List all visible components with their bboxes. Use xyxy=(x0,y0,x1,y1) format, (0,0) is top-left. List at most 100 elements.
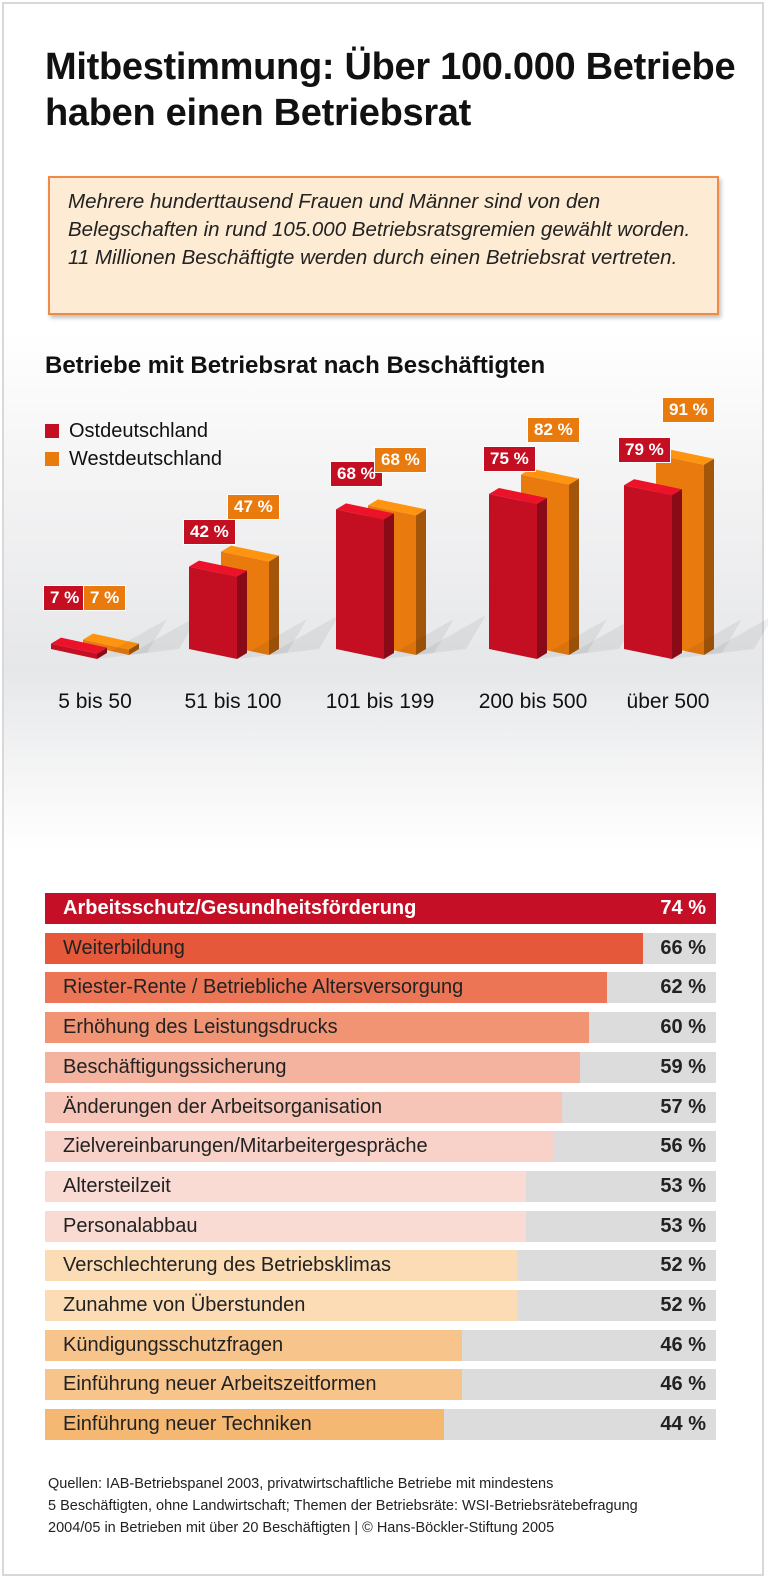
value-label-west: 82 % xyxy=(527,416,580,443)
category-label: 5 bis 50 xyxy=(58,690,132,713)
topic-row: Zielvereinbarungen/Mitarbeitergespräche 5… xyxy=(45,1131,716,1163)
topic-row: Erhöhung des Leistungsdrucks 60 % xyxy=(45,1012,716,1044)
topic-bar xyxy=(45,1369,463,1401)
page-title: Mitbestimmung: Über 100.000 Betriebe hab… xyxy=(45,46,736,134)
topic-value: 53 % xyxy=(660,1174,706,1197)
topic-label: Riester-Rente / Betriebliche Altersverso… xyxy=(63,976,464,999)
topic-label: Änderungen der Arbeitsorganisation xyxy=(63,1095,383,1118)
bar-ost-shadow xyxy=(384,619,454,659)
category-label: über 500 xyxy=(626,690,710,713)
topic-row: Altersteilzeit 53 % xyxy=(45,1170,716,1202)
bar-ost-side xyxy=(237,570,247,659)
topic-label: Einführung neuer Arbeitszeitformen xyxy=(63,1373,377,1396)
topic-label: Erhöhung des Leistungsdrucks xyxy=(63,1016,338,1039)
chart-title: Betriebe mit Betriebsrat nach Beschäftig… xyxy=(45,352,546,379)
bar-west-shadow xyxy=(704,618,768,655)
bar-ost-top xyxy=(489,488,547,504)
legend-item-ost: Ostdeutschland xyxy=(45,417,222,445)
topic-row: Zunahme von Überstunden 52 % xyxy=(45,1290,716,1321)
bar-west-shadow xyxy=(269,615,339,655)
bar-west-shadow xyxy=(129,615,199,655)
value-label-west: 47 % xyxy=(227,493,280,520)
bar-ost-side xyxy=(537,498,547,659)
bar-ost-shadow xyxy=(672,619,742,659)
topic-value: 60 % xyxy=(660,1016,706,1039)
topic-label: Einführung neuer Techniken xyxy=(63,1413,312,1436)
bar-ost xyxy=(51,643,97,659)
topic-label: Altersteilzeit xyxy=(63,1174,171,1197)
topic-bar xyxy=(45,1131,553,1163)
topic-bar xyxy=(45,932,644,964)
topic-row: Arbeitsschutz/Gesundheitsförderung 74 % xyxy=(45,893,716,924)
topic-label: Personalabbau xyxy=(63,1214,198,1237)
category-label: 101 bis 199 xyxy=(325,690,435,713)
topic-value: 62 % xyxy=(660,976,706,999)
bar-west xyxy=(83,639,129,655)
bar-west-top xyxy=(368,499,426,516)
bar-ost-top xyxy=(189,560,247,577)
topic-bar xyxy=(45,1012,590,1044)
bar-ost xyxy=(489,494,537,659)
topic-bar xyxy=(45,1290,517,1321)
topic-value: 59 % xyxy=(660,1055,706,1078)
topic-value: 52 % xyxy=(660,1294,706,1316)
category-label: 51 bis 100 xyxy=(184,690,282,713)
topic-value: 53 % xyxy=(660,1214,706,1237)
bar-west-side xyxy=(129,643,139,655)
topic-bar xyxy=(45,1170,526,1202)
topic-label: Zielvereinbarungen/Mitarbeitergespräche xyxy=(63,1135,428,1158)
bar-ost-top xyxy=(51,637,107,654)
footer: Quellen: IAB-Betriebspanel 2003, privatw… xyxy=(48,1473,638,1539)
topic-label: Weiterbildung xyxy=(63,936,185,959)
bar-ost xyxy=(336,509,384,659)
legend-swatch xyxy=(45,452,59,466)
bar-west-side xyxy=(416,509,426,655)
bar-ost xyxy=(189,566,237,659)
topic-value: 44 % xyxy=(660,1413,706,1436)
topic-value: 56 % xyxy=(660,1135,706,1158)
legend-item-west: Westdeutschland xyxy=(45,445,222,473)
intro-box: Mehrere hunderttausend Frauen und Männer… xyxy=(48,176,719,315)
topic-value: 74 % xyxy=(660,897,706,919)
value-label-ost: 42 % xyxy=(183,518,236,545)
column-chart xyxy=(51,448,768,659)
topic-bar xyxy=(45,1210,526,1242)
footer-line: 2004/05 in Betrieben mit über 20 Beschäf… xyxy=(48,1520,555,1536)
topic-value: 46 % xyxy=(660,1373,706,1396)
bar-ost-side xyxy=(384,513,394,659)
topic-row: Verschlechterung des Betriebsklimas 52 % xyxy=(45,1250,716,1282)
topic-value: 52 % xyxy=(660,1254,706,1277)
topic-bar xyxy=(45,1250,517,1282)
topic-row: Weiterbildung 66 % xyxy=(45,932,716,964)
legend: Ostdeutschland Westdeutschland xyxy=(45,417,222,473)
bar-west-shadow xyxy=(416,615,486,655)
topic-row: Kündigungsschutzfragen 46 % xyxy=(45,1329,716,1361)
bar-ost-side xyxy=(672,489,682,659)
topic-row: Einführung neuer Arbeitszeitformen 46 % xyxy=(45,1369,716,1401)
bar-ost-top xyxy=(624,479,682,496)
bar-ost xyxy=(624,485,672,659)
topic-bar xyxy=(45,893,716,924)
topic-bar xyxy=(45,1051,580,1083)
legend-label: Westdeutschland xyxy=(69,448,223,470)
bar-west-top xyxy=(83,633,139,650)
topic-label: Verschlechterung des Betriebsklimas xyxy=(63,1254,391,1277)
bar-west-top xyxy=(521,468,579,485)
topic-label: Zunahme von Überstunden xyxy=(63,1294,306,1316)
bar-west-side xyxy=(269,555,279,655)
bar-west-side xyxy=(704,458,714,655)
topic-bar xyxy=(45,1329,463,1361)
topic-bar xyxy=(45,1409,444,1441)
value-label-ost: 79 % xyxy=(618,437,671,464)
bar-ost-side xyxy=(97,647,107,659)
topic-bar xyxy=(45,1091,562,1123)
topic-row: Riester-Rente / Betriebliche Altersverso… xyxy=(45,972,716,1004)
topic-value: 46 % xyxy=(660,1333,706,1356)
topic-label: Arbeitsschutz/Gesundheitsförderung xyxy=(63,897,417,919)
value-label-west: 91 % xyxy=(662,396,715,423)
topic-bar xyxy=(45,972,608,1004)
value-label-ost: 75 % xyxy=(483,446,536,472)
footer-line: 5 Beschäftigten, ohne Landwirtschaft; Th… xyxy=(48,1498,638,1514)
topic-label: Beschäftigungssicherung xyxy=(63,1055,287,1078)
